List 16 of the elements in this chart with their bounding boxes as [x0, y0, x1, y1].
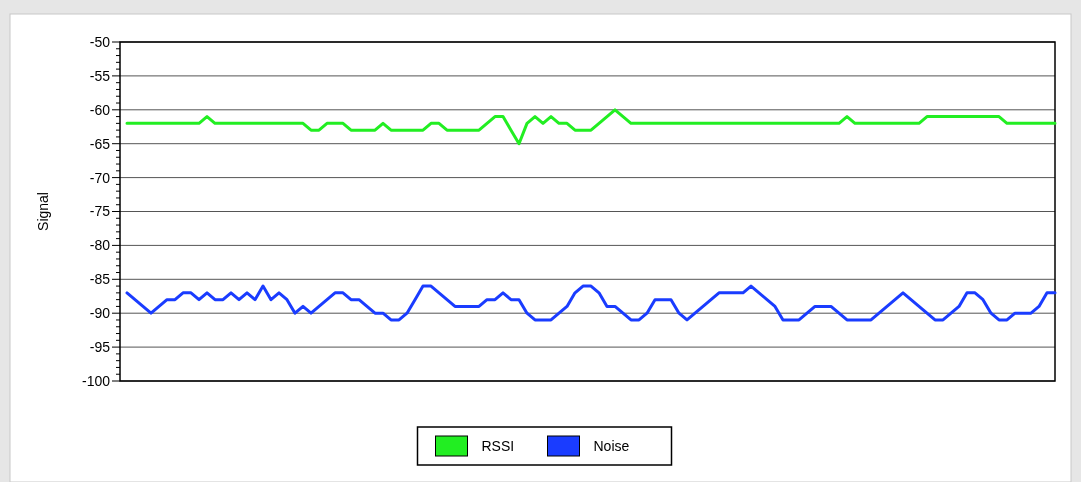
- y-tick-label: -55: [89, 67, 111, 84]
- y-tick-label: -90: [89, 305, 111, 322]
- y-tick-label: -100: [81, 372, 111, 389]
- y-tick-label: -70: [89, 169, 111, 186]
- y-tick-label: -50: [89, 33, 111, 50]
- line-series: [125, 108, 1057, 146]
- y-axis-title: Signal: [35, 192, 51, 231]
- y-tick-label: -85: [89, 271, 111, 288]
- legend-label: RSSI: [481, 437, 515, 454]
- line-series: [125, 284, 1057, 322]
- y-tick-label: -65: [89, 135, 111, 152]
- y-tick-label: -60: [89, 101, 111, 118]
- legend-label: Noise: [593, 437, 630, 454]
- y-tick-label: -80: [89, 237, 111, 254]
- y-tick-label: -75: [89, 203, 111, 220]
- y-tick-label: -95: [89, 339, 111, 355]
